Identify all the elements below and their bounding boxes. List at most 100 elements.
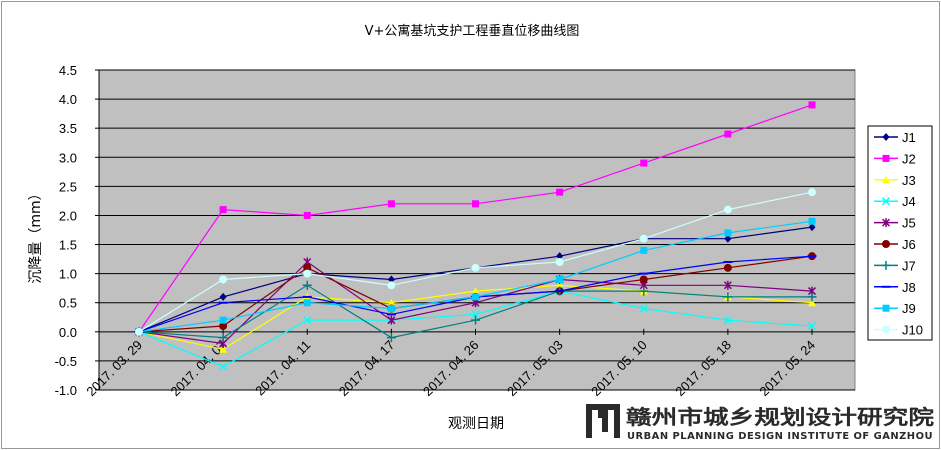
data-point	[218, 333, 228, 343]
y-tick-label: 3.0	[59, 150, 77, 165]
data-point	[471, 287, 480, 295]
data-point	[723, 205, 732, 214]
data-point	[387, 275, 395, 284]
y-tick-label: 4.5	[59, 63, 77, 78]
data-point	[807, 321, 817, 331]
legend-label: J2	[902, 151, 916, 166]
y-axis-title: 沉降量（mm）	[28, 186, 44, 283]
y-tick-label: 0.5	[59, 296, 77, 311]
legend-label: J5	[902, 216, 916, 231]
data-point	[303, 316, 312, 325]
data-point	[808, 298, 816, 307]
data-point	[219, 292, 227, 301]
institute-watermark: 赣州市城乡规划设计研究院 URBAN PLANNING DESIGN INSTI…	[586, 404, 934, 442]
y-tick-label: 0.0	[59, 325, 77, 340]
data-point	[387, 281, 396, 290]
data-point	[724, 234, 732, 243]
data-point	[387, 315, 396, 325]
data-point	[303, 263, 312, 272]
data-point	[219, 275, 228, 284]
series-J9	[135, 217, 816, 336]
legend-marker	[882, 325, 890, 334]
y-tick-label: -1.0	[55, 383, 77, 398]
legend-marker	[881, 218, 891, 228]
data-point	[302, 280, 312, 290]
legend-label: J1	[902, 130, 916, 145]
data-point	[723, 263, 732, 272]
data-point	[387, 200, 395, 208]
data-point	[640, 159, 648, 167]
x-axis-title: 观测日期	[448, 416, 504, 432]
data-point	[639, 304, 648, 313]
legend-entry: J2	[874, 151, 916, 166]
data-point	[724, 130, 732, 138]
legend-entries: J1 J2 J3 J4 J5 J6 J7 J8 J9 J10	[874, 130, 923, 338]
legend-label: J10	[902, 323, 923, 338]
legend-label: J6	[902, 237, 916, 252]
legend-label: J7	[902, 258, 916, 273]
series-J10	[135, 188, 816, 336]
data-point	[723, 316, 732, 325]
legend	[867, 125, 933, 341]
data-point	[471, 310, 480, 319]
legend-entry: J6	[874, 237, 916, 252]
data-point	[556, 252, 564, 261]
legend-marker	[882, 133, 890, 141]
y-tick-label: -0.5	[55, 354, 77, 369]
legend-entry: J1	[874, 130, 916, 145]
data-point	[808, 217, 816, 225]
legend-entry: J3	[874, 173, 916, 188]
data-point	[219, 362, 228, 371]
data-point	[219, 316, 227, 324]
legend-entry: J5	[874, 216, 916, 231]
data-point	[808, 188, 816, 197]
data-point	[303, 211, 311, 219]
y-tick-label: 3.5	[59, 121, 77, 136]
data-point	[219, 345, 228, 353]
data-point	[135, 327, 143, 336]
legend-marker	[881, 197, 891, 206]
data-point	[219, 322, 228, 330]
data-point	[471, 263, 480, 272]
legend-entry: J9	[874, 301, 916, 316]
legend-entry: J8	[874, 280, 916, 295]
institute-name-en: URBAN PLANNING DESIGN INSTITUTE OF GANZH…	[627, 431, 933, 442]
data-point	[303, 269, 312, 278]
data-point	[219, 206, 227, 214]
data-point	[387, 298, 396, 307]
data-point	[471, 315, 480, 325]
data-point	[723, 280, 732, 290]
series-lines	[134, 101, 817, 371]
legend-label: J4	[902, 194, 916, 209]
y-axis-ticks: 4.5 4.0 3.5 3.0 2.5 2.0 1.5 1.0 0.5 0.0 -0.5 -1.0	[55, 63, 100, 398]
y-tick-label: 4.0	[59, 92, 77, 107]
data-point	[555, 281, 564, 289]
data-point	[639, 286, 649, 296]
legend-label: J9	[902, 301, 916, 316]
legend-marker	[882, 154, 890, 162]
data-point	[472, 293, 479, 301]
legend-marker	[881, 260, 891, 270]
data-point	[472, 200, 479, 208]
y-tick-label: 1.0	[59, 267, 77, 282]
legend-marker	[882, 175, 890, 184]
legend-entry: J4	[874, 194, 916, 209]
legend-marker	[882, 240, 890, 248]
data-point	[556, 275, 564, 283]
legend-marker	[882, 304, 890, 312]
institute-logo-icon	[586, 404, 620, 438]
y-tick-label: 1.5	[59, 238, 77, 253]
chart-title: V+公寓基坑支护工程垂直位移曲线图	[365, 23, 580, 39]
data-point	[807, 292, 817, 302]
data-point	[723, 292, 733, 302]
data-point	[303, 299, 311, 307]
data-point	[556, 188, 564, 196]
data-point	[639, 275, 648, 284]
data-point	[555, 258, 564, 266]
legend-label: J3	[902, 173, 916, 188]
data-point	[724, 229, 732, 237]
data-point	[808, 101, 816, 109]
data-point	[808, 223, 816, 232]
